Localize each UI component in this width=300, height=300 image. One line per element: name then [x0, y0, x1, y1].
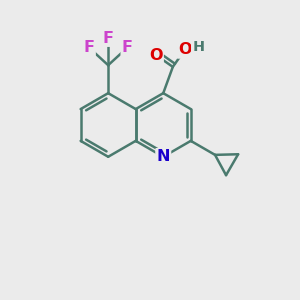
Text: F: F — [103, 31, 114, 46]
Text: N: N — [157, 149, 170, 164]
Text: F: F — [84, 40, 94, 55]
Text: O: O — [178, 42, 191, 57]
Text: H: H — [192, 40, 204, 54]
Text: F: F — [122, 40, 133, 55]
Text: O: O — [149, 47, 163, 62]
